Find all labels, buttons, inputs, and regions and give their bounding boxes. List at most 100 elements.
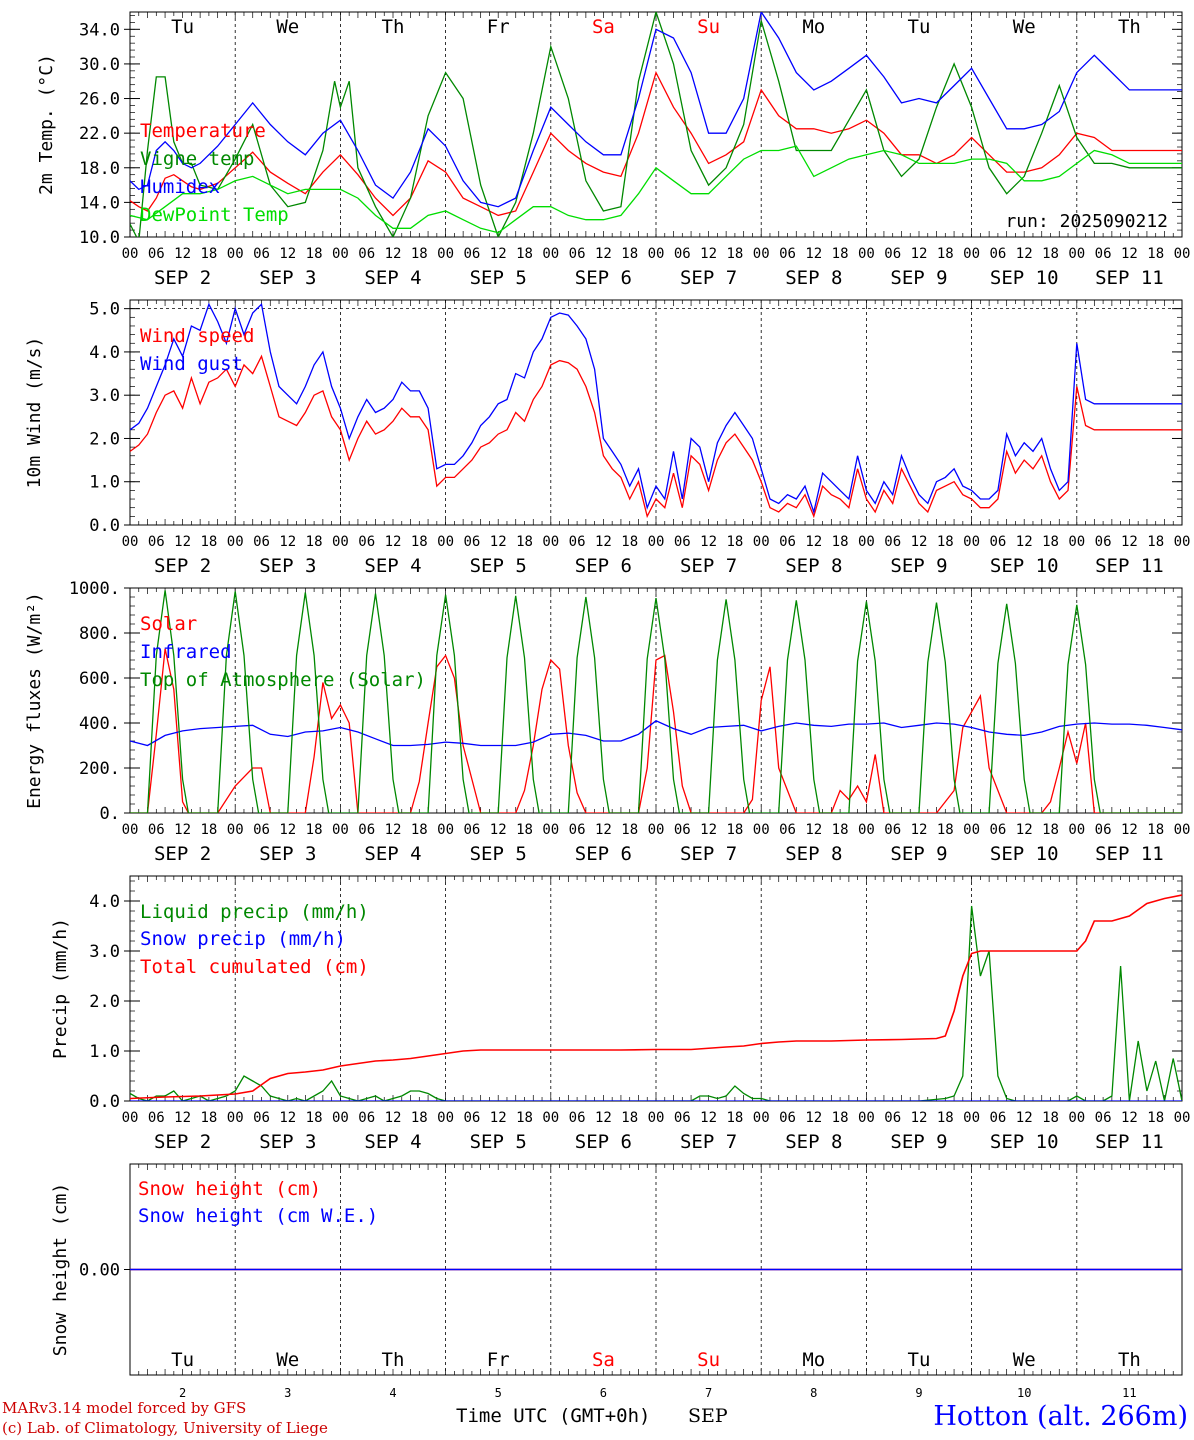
series-line-1 bbox=[130, 648, 1182, 813]
date-label: SEP 7 bbox=[680, 1131, 737, 1153]
date-label: SEP 8 bbox=[785, 843, 842, 865]
hour-tick-label: 12 bbox=[1016, 1110, 1033, 1126]
hour-tick-label: 06 bbox=[989, 534, 1006, 550]
hour-tick-label: 06 bbox=[463, 246, 480, 262]
legend-entry: Top of Atmosphere (Solar) bbox=[140, 669, 426, 691]
hour-tick-label: 06 bbox=[1095, 534, 1112, 550]
legend-entry: Snow height (cm W.E.) bbox=[138, 1205, 378, 1227]
date-label: SEP 8 bbox=[785, 1131, 842, 1153]
hour-tick-label: 06 bbox=[148, 1110, 165, 1126]
hour-tick-label: 00 bbox=[122, 1110, 139, 1126]
y-tick-label: 10.0 bbox=[79, 228, 120, 248]
hour-tick-label: 12 bbox=[700, 534, 717, 550]
hour-tick-label: 06 bbox=[779, 822, 796, 838]
panel-3: 0. 200. 400. 600. 800. 1000. Energy fluxes (W/… bbox=[24, 579, 1190, 865]
day-name-label: We bbox=[1013, 1349, 1036, 1371]
hour-tick-label: 00 bbox=[332, 822, 349, 838]
legend-entry: Total cumulated (cm) bbox=[140, 956, 369, 978]
day-number-label: 11 bbox=[1122, 1386, 1136, 1400]
hour-tick-label: 18 bbox=[516, 822, 533, 838]
hour-tick-label: 12 bbox=[805, 534, 822, 550]
date-label: SEP 8 bbox=[785, 267, 842, 289]
hour-tick-label: 00 bbox=[753, 246, 770, 262]
hour-tick-label: 12 bbox=[805, 1110, 822, 1126]
hour-tick-label: 00 bbox=[1174, 1110, 1191, 1126]
hour-tick-label: 18 bbox=[832, 534, 849, 550]
hour-tick-label: 06 bbox=[253, 822, 270, 838]
y-tick-label: 18.0 bbox=[79, 159, 120, 179]
day-name-label: Fr bbox=[487, 1349, 510, 1371]
hour-tick-label: 06 bbox=[1095, 822, 1112, 838]
legend-entry: Snow height (cm) bbox=[138, 1178, 321, 1200]
hour-tick-label: 00 bbox=[648, 1110, 665, 1126]
hour-tick-label: 12 bbox=[279, 1110, 296, 1126]
series-line-2 bbox=[130, 720, 1182, 747]
run-label: run: 2025090212 bbox=[1005, 211, 1168, 232]
day-name-label: Tu bbox=[908, 1349, 931, 1371]
hour-tick-label: 18 bbox=[1147, 1110, 1164, 1126]
hour-tick-label: 12 bbox=[385, 246, 402, 262]
y-tick-label: 30.0 bbox=[79, 55, 120, 75]
legend-entry: Snow precip (mm/h) bbox=[140, 928, 346, 950]
y-tick-label: 800. bbox=[79, 624, 120, 644]
hour-tick-label: 06 bbox=[989, 822, 1006, 838]
hour-tick-label: 00 bbox=[1068, 246, 1085, 262]
date-label: SEP 3 bbox=[259, 843, 316, 865]
hour-tick-label: 00 bbox=[227, 534, 244, 550]
series-line-4 bbox=[130, 145, 1182, 234]
hour-tick-label: 18 bbox=[621, 822, 638, 838]
hour-tick-label: 00 bbox=[858, 534, 875, 550]
y-tick-label: 200. bbox=[79, 759, 120, 779]
hour-tick-label: 06 bbox=[463, 822, 480, 838]
hour-tick-label: 12 bbox=[490, 534, 507, 550]
date-label: SEP 9 bbox=[890, 1131, 947, 1153]
hour-tick-label: 00 bbox=[332, 1110, 349, 1126]
hour-tick-label: 12 bbox=[911, 1110, 928, 1126]
time-axis-label: Time UTC (GMT+0h) bbox=[456, 1405, 651, 1427]
day-name-label: Th bbox=[1118, 16, 1141, 38]
hour-tick-label: 18 bbox=[1042, 1110, 1059, 1126]
day-name-label: Th bbox=[382, 1349, 405, 1371]
hour-tick-label: 00 bbox=[437, 534, 454, 550]
day-name-label: We bbox=[1013, 16, 1036, 38]
day-number-label: 2 bbox=[179, 1386, 186, 1400]
y-axis-label: Snow height (cm) bbox=[50, 1183, 71, 1356]
hour-tick-label: 18 bbox=[306, 534, 323, 550]
hour-tick-label: 06 bbox=[884, 534, 901, 550]
legend-entry: Infrared bbox=[140, 641, 232, 663]
hour-tick-label: 00 bbox=[227, 822, 244, 838]
hour-tick-label: 12 bbox=[1016, 534, 1033, 550]
hour-tick-label: 06 bbox=[1095, 246, 1112, 262]
day-number-label: 9 bbox=[915, 1386, 922, 1400]
date-label: SEP 7 bbox=[680, 555, 737, 577]
y-tick-label: 600. bbox=[79, 669, 120, 689]
hour-tick-label: 00 bbox=[963, 822, 980, 838]
legend-entry: Wind gust bbox=[140, 353, 243, 375]
series-line-3 bbox=[130, 590, 1182, 813]
hour-tick-label: 12 bbox=[279, 534, 296, 550]
hour-tick-label: 12 bbox=[174, 246, 191, 262]
y-tick-label: 26.0 bbox=[79, 90, 120, 110]
y-tick-label: 14.0 bbox=[79, 193, 120, 213]
hour-tick-label: 18 bbox=[1147, 534, 1164, 550]
hour-tick-label: 00 bbox=[122, 534, 139, 550]
day-name-label: Su bbox=[697, 16, 720, 38]
hour-tick-label: 00 bbox=[542, 534, 559, 550]
hour-tick-label: 12 bbox=[490, 1110, 507, 1126]
hour-tick-label: 06 bbox=[569, 1110, 586, 1126]
station-name: Hotton (alt. 266m) bbox=[933, 1401, 1188, 1432]
hour-tick-label: 06 bbox=[569, 534, 586, 550]
date-label: SEP 4 bbox=[364, 555, 421, 577]
hour-tick-label: 12 bbox=[490, 822, 507, 838]
hour-tick-label: 18 bbox=[411, 246, 428, 262]
series-line-2 bbox=[130, 302, 1182, 515]
hour-tick-label: 06 bbox=[674, 1110, 691, 1126]
hour-tick-label: 18 bbox=[516, 1110, 533, 1126]
hour-tick-label: 18 bbox=[726, 1110, 743, 1126]
date-label: SEP 4 bbox=[364, 267, 421, 289]
hour-tick-label: 18 bbox=[200, 534, 217, 550]
y-axis-label: 2m Temp. (°C) bbox=[36, 54, 57, 195]
hour-tick-label: 06 bbox=[358, 1110, 375, 1126]
date-label: SEP 11 bbox=[1095, 267, 1164, 289]
